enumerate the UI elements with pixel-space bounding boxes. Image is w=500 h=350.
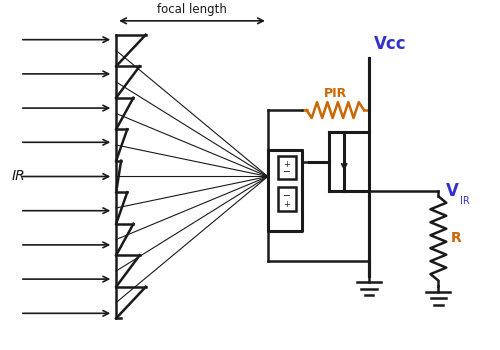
Text: −: − [282,168,290,177]
Text: focal length: focal length [157,3,227,16]
Text: IR: IR [12,169,26,183]
Text: −: − [282,191,290,201]
Text: +: + [283,200,290,209]
Text: V: V [446,182,459,200]
Text: IR: IR [460,196,470,206]
Text: Vcc: Vcc [374,35,406,52]
Text: R: R [450,231,461,245]
Bar [278,187,295,211]
Text: +: + [283,160,290,169]
Bar [278,156,295,180]
Text: PIR: PIR [324,87,347,100]
